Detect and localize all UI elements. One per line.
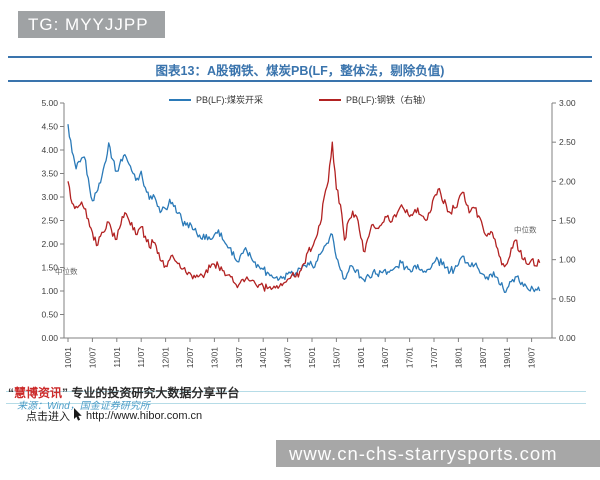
figure-title: 图表13：A股钢铁、煤炭PB(LF，整体法，剔除负值) [155,63,445,78]
tg-watermark: TG: MYYJJPP [18,11,165,38]
x-tick-label: 18/01 [453,347,463,369]
right-tick-label: 0.00 [559,333,576,343]
x-tick-label: 14/01 [258,347,268,369]
x-tick-label: 12/01 [161,347,171,369]
series-line-steel [67,141,541,292]
x-tick-label: 15/07 [331,347,341,369]
x-tick-label: 16/01 [356,347,366,369]
x-tick-label: 18/07 [478,347,488,369]
left-tick-label: 5.00 [41,98,58,108]
left-tick-label: 3.50 [41,169,58,179]
legend-item: PB(LF):钢铁（右轴） [319,93,431,106]
right-tick-label: 3.00 [559,98,576,108]
brand-tagline: 专业的投资研究大数据分享平台 [71,386,240,400]
left-tick-label: 3.00 [41,192,58,202]
right-tick-label: 2.00 [559,176,576,186]
right-tick-label: 2.50 [559,137,576,147]
bottom-watermark-bar: www.cn-chs-starrysports.com [276,440,600,467]
x-tick-label: 11/07 [136,347,146,368]
x-tick-label: 15/01 [307,347,317,369]
x-tick-label: 14/07 [283,347,293,369]
hibor-brand-line: “慧博资讯” 专业的投资研究大数据分享平台 [8,384,239,401]
left-tick-label: 4.00 [41,145,58,155]
x-tick-label: 12/07 [185,347,195,369]
legend-item: PB(LF):煤炭开采 [168,93,263,106]
legend-swatch [319,98,341,101]
x-tick-label: 13/01 [209,347,219,369]
watermark-rule-bottom [6,403,586,404]
left-tick-label: 4.50 [41,122,58,132]
x-tick-label: 16/07 [380,347,390,369]
hibor-link-line[interactable]: 点击进入 http://www.hibor.com.cn [26,408,202,424]
hibor-url[interactable]: http://www.hibor.com.cn [86,410,203,422]
watermark-rule-top [6,391,586,392]
site-url-label: www.cn-chs-starrysports.com [289,443,558,464]
quote-close: ” [62,386,69,400]
right-tick-label: 0.50 [559,294,576,304]
right-tick-label: 1.50 [559,216,576,226]
brand-name: 慧博资讯 [14,386,63,400]
click-to-enter-label: 点击进入 [26,411,70,423]
x-tick-label: 10/01 [63,347,73,369]
right-tick-label: 1.00 [559,255,576,265]
x-tick-label: 17/01 [405,347,415,369]
left-tick-label: 0.50 [41,310,58,320]
series-line-coal [67,124,541,293]
left-tick-label: 1.00 [41,286,58,296]
source-note: 来源：Wind，国金证券研究所 [17,401,150,412]
legend-swatch [168,98,191,101]
median-label-left: 中位数 [55,266,78,276]
chart-legend: PB(LF):煤炭开采 PB(LF):钢铁（右轴） [0,93,600,106]
left-tick-label: 1.50 [41,263,58,273]
median-label-right: 中位数 [514,225,537,235]
legend-label: PB(LF):煤炭开采 [195,95,263,105]
x-tick-label: 11/01 [112,347,122,368]
mouse-cursor-icon [73,408,83,424]
x-tick-label: 10/07 [87,347,97,369]
left-tick-label: 0.00 [41,333,58,343]
x-tick-label: 19/01 [502,347,512,369]
x-tick-label: 13/07 [234,347,244,369]
quote-open: “ [8,386,14,400]
left-tick-label: 2.50 [41,216,58,226]
legend-label: PB(LF):钢铁（右轴） [346,95,432,105]
x-tick-label: 19/07 [527,347,537,369]
figure-title-bar: 图表13：A股钢铁、煤炭PB(LF，整体法，剔除负值) [8,56,592,82]
x-tick-label: 17/07 [429,347,439,369]
left-tick-label: 2.00 [41,239,58,249]
